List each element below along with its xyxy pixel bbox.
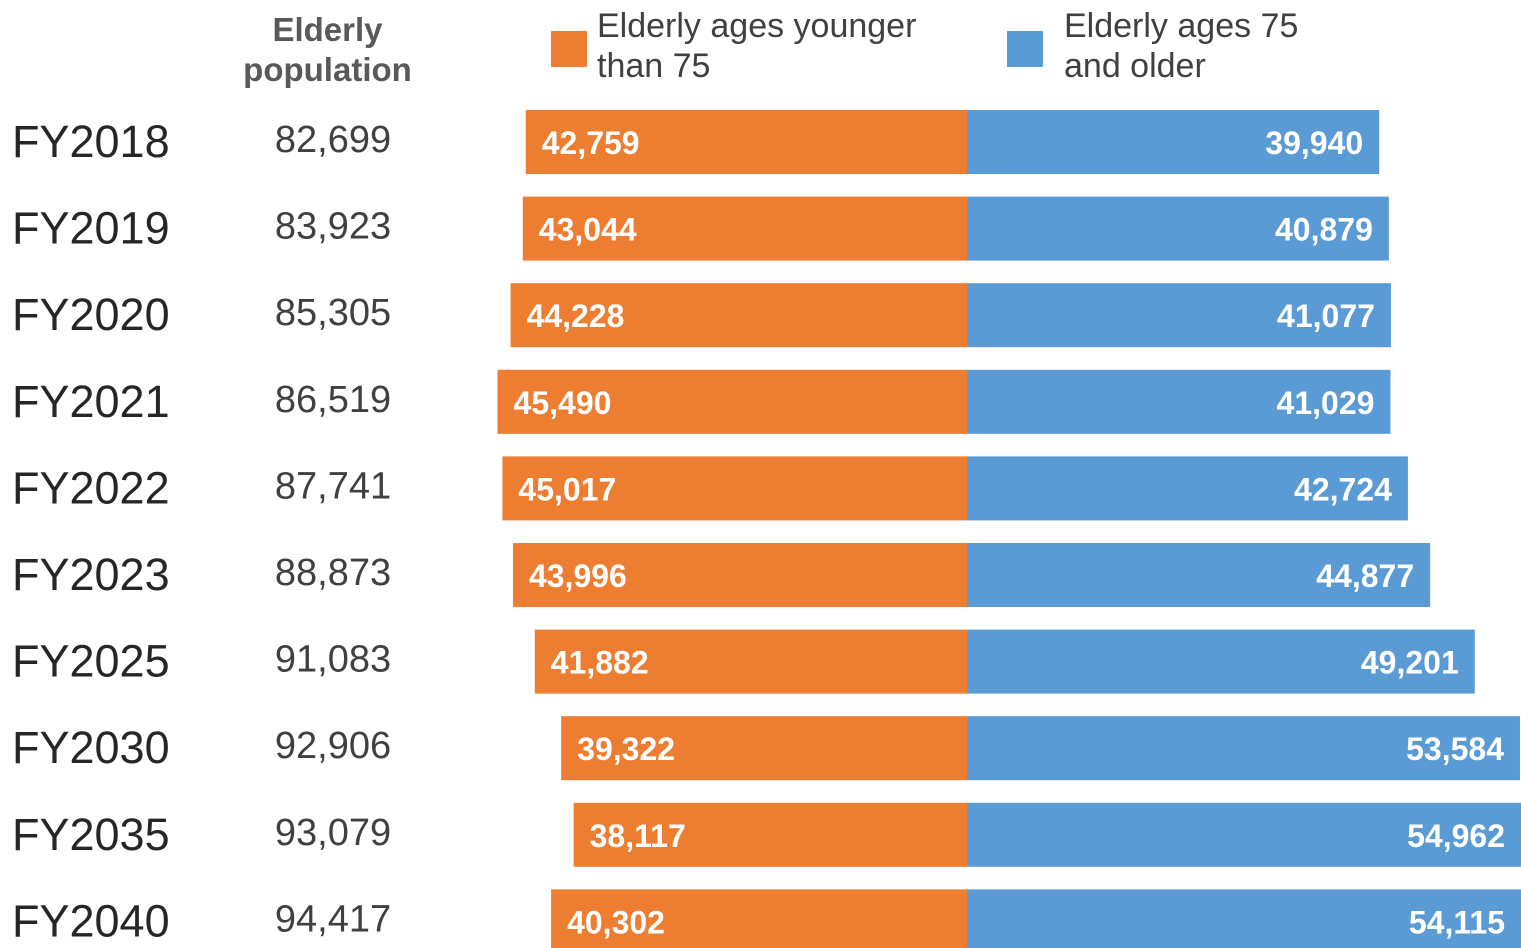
bar-under-75-fy2019 [522, 196, 967, 261]
bar-75-and-older-fy2030 [967, 716, 1520, 781]
bar-under-75-fy2030 [561, 716, 967, 781]
bar-75-and-older-fy2040 [967, 889, 1521, 948]
data-label-under-75-fy2025: 41,882 [551, 645, 649, 681]
category-label-fy2021: FY2021 [12, 376, 170, 427]
data-label-75-and-older-fy2020: 41,077 [1277, 298, 1375, 334]
total-label-fy2022: 87,741 [275, 465, 391, 507]
total-label-fy2035: 93,079 [275, 812, 391, 854]
total-column-header: Elderly population [243, 11, 412, 88]
bar-under-75-fy2020 [510, 283, 967, 348]
bar-under-75-fy2025 [534, 629, 967, 694]
bar-75-and-older-fy2021 [967, 369, 1391, 434]
data-label-under-75-fy2023: 43,996 [529, 558, 627, 594]
data-label-75-and-older-fy2022: 42,724 [1294, 471, 1392, 507]
total-label-fy2040: 94,417 [275, 898, 391, 940]
legend-label-75-and-older: Elderly ages 75 and older [1064, 7, 1299, 85]
data-label-75-and-older-fy2018: 39,940 [1265, 125, 1363, 161]
total-label-fy2025: 91,083 [275, 639, 391, 681]
data-label-75-and-older-fy2019: 40,879 [1275, 212, 1373, 248]
category-label-fy2030: FY2030 [12, 722, 170, 773]
category-label-fy2025: FY2025 [12, 636, 170, 687]
data-label-75-and-older-fy2025: 49,201 [1361, 645, 1459, 681]
data-label-under-75-fy2030: 39,322 [577, 731, 675, 767]
data-label-75-and-older-fy2021: 41,029 [1277, 385, 1375, 421]
category-label-fy2022: FY2022 [12, 462, 170, 513]
data-label-under-75-fy2021: 45,490 [514, 385, 612, 421]
bar-75-and-older-fy2020 [967, 283, 1391, 348]
legend-swatch-75-and-older [1007, 31, 1043, 67]
data-label-75-and-older-fy2040: 54,115 [1409, 904, 1505, 940]
category-label-fy2023: FY2023 [12, 549, 170, 600]
data-label-under-75-fy2022: 45,017 [518, 471, 616, 507]
data-label-75-and-older-fy2023: 44,877 [1316, 558, 1414, 594]
data-label-under-75-fy2040: 40,302 [567, 904, 665, 940]
category-label-fy2035: FY2035 [12, 809, 170, 860]
bar-under-75-fy2022 [502, 456, 967, 521]
category-label-fy2020: FY2020 [12, 289, 170, 340]
legend-swatch-under-75 [551, 31, 587, 67]
data-label-under-75-fy2019: 43,044 [539, 212, 637, 248]
category-label-fy2040: FY2040 [12, 895, 170, 946]
data-label-75-and-older-fy2035: 54,962 [1407, 818, 1505, 854]
total-label-fy2021: 86,519 [275, 379, 391, 421]
bar-under-75-fy2035 [573, 802, 967, 867]
data-label-under-75-fy2035: 38,117 [590, 818, 686, 854]
category-label-fy2019: FY2019 [12, 203, 170, 254]
data-label-under-75-fy2020: 44,228 [527, 298, 625, 334]
bar-75-and-older-fy2025 [967, 629, 1475, 694]
total-label-fy2020: 85,305 [275, 292, 391, 334]
total-label-fy2018: 82,699 [275, 119, 391, 161]
total-label-fy2023: 88,873 [275, 552, 391, 594]
bar-under-75-fy2040 [551, 889, 967, 948]
total-label-fy2030: 92,906 [275, 725, 391, 767]
category-label-fy2018: FY2018 [12, 116, 170, 167]
bar-75-and-older-fy2019 [967, 196, 1389, 261]
bar-under-75-fy2023 [512, 543, 967, 607]
data-label-75-and-older-fy2030: 53,584 [1406, 731, 1504, 767]
bar-75-and-older-fy2022 [967, 456, 1408, 521]
bar-75-and-older-fy2018 [967, 110, 1380, 174]
data-label-under-75-fy2018: 42,759 [542, 125, 640, 161]
bar-75-and-older-fy2023 [967, 543, 1431, 607]
total-label-fy2019: 83,923 [275, 206, 391, 248]
bar-under-75-fy2021 [497, 369, 967, 434]
bar-75-and-older-fy2035 [967, 802, 1521, 867]
legend-label-under-75: Elderly ages younger than 75 [597, 7, 917, 85]
bar-under-75-fy2018 [525, 110, 967, 174]
